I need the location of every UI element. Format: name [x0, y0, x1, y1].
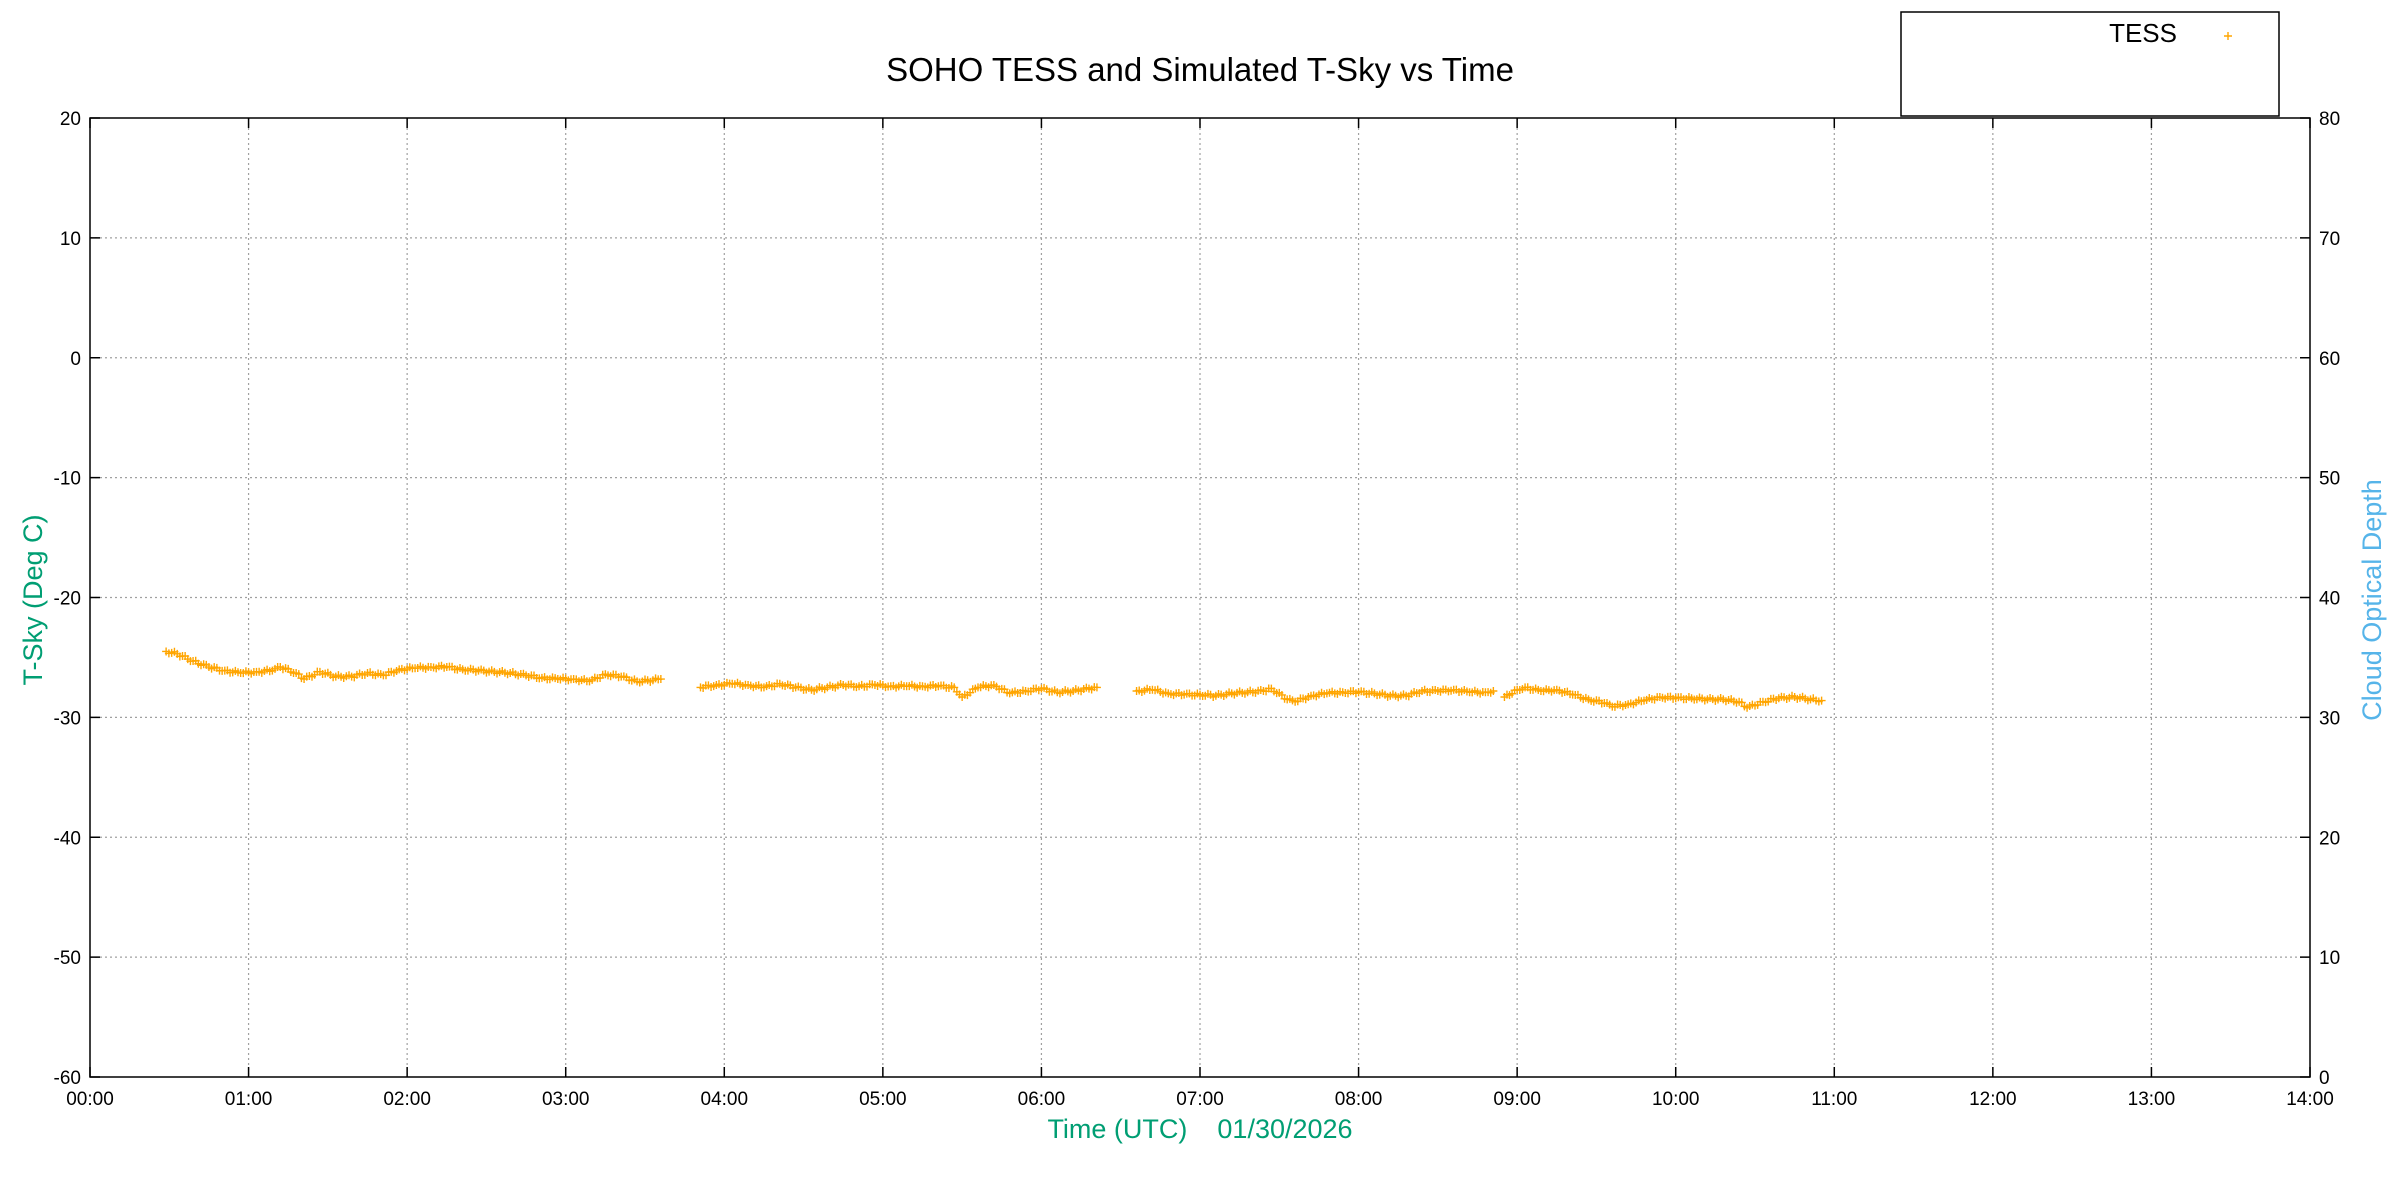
y-tick-label: -60: [54, 1068, 81, 1089]
x-tick-label: 07:00: [1176, 1089, 1224, 1110]
tess-point: [656, 675, 665, 684]
y-tick-label: -20: [54, 589, 81, 610]
x-axis-label: Time (UTC) 01/30/2026: [1047, 1114, 1352, 1144]
y-tick-label: 10: [60, 229, 81, 250]
x-tick-label: 03:00: [542, 1089, 590, 1110]
y-tick-label: 20: [60, 109, 81, 130]
y2-tick-label: 0: [2319, 1068, 2330, 1089]
tess-point: [950, 683, 959, 692]
x-tick-label: 13:00: [2128, 1089, 2176, 1110]
tess-point: [1817, 696, 1826, 705]
y-tick-label: -30: [54, 708, 81, 729]
y2-tick-label: 80: [2319, 109, 2340, 130]
legend-marker-symbol: [2224, 32, 2232, 40]
x-tick-label: 14:00: [2286, 1089, 2334, 1110]
x-tick-label: 02:00: [383, 1089, 431, 1110]
y2-tick-label: 30: [2319, 708, 2340, 729]
x-axis-ticks: 00:00 01:00 02:00 03:00 04:00 05:00 06:00 07:00…: [66, 118, 2334, 1110]
x-tick-label: 01:00: [225, 1089, 273, 1110]
y2-tick-label: 40: [2319, 589, 2340, 610]
x-tick-label: 11:00: [1811, 1089, 1857, 1110]
y-axis-label: T-Sky (Deg C): [18, 514, 48, 685]
x-tick-label: 12:00: [1969, 1089, 2017, 1110]
y2-axis-label: Cloud Optical Depth: [2357, 479, 2387, 721]
x-tick-label: 00:00: [66, 1089, 114, 1110]
legend: TESS: [1900, 11, 2280, 117]
y2-tick-label: 50: [2319, 469, 2340, 490]
tess-point: [1489, 687, 1498, 696]
y-axis-ticks: 20 10 0 -10 -20 -30 -40 -50 -60: [54, 109, 100, 1089]
legend-box: [1900, 11, 2280, 117]
y2-tick-label: 10: [2319, 948, 2340, 969]
tess-point: [1092, 683, 1101, 692]
y-tick-label: -10: [54, 469, 81, 490]
y2-tick-label: 20: [2319, 828, 2340, 849]
tess-series-points: [162, 647, 1826, 712]
y-tick-label: -40: [54, 828, 81, 849]
x-tick-label: 10:00: [1652, 1089, 1700, 1110]
y2-axis-ticks: 80 70 60 50 40 30 20 10 0: [2300, 109, 2340, 1089]
legend-marker-tess: [2224, 32, 2232, 40]
y-tick-label: 0: [70, 349, 81, 370]
x-tick-label: 04:00: [701, 1089, 749, 1110]
tess-point: [294, 670, 303, 679]
legend-label-tess: TESS: [2109, 18, 2177, 48]
x-tick-label: 09:00: [1493, 1089, 1541, 1110]
grid-lines: [90, 118, 2310, 1077]
x-tick-label: 06:00: [1018, 1089, 1066, 1110]
y-tick-label: -50: [54, 948, 81, 969]
chart-title: SOHO TESS and Simulated T-Sky vs Time: [886, 51, 1514, 88]
y2-tick-label: 60: [2319, 349, 2340, 370]
x-tick-label: 08:00: [1335, 1089, 1383, 1110]
y2-tick-label: 70: [2319, 229, 2340, 250]
x-tick-label: 05:00: [859, 1089, 907, 1110]
